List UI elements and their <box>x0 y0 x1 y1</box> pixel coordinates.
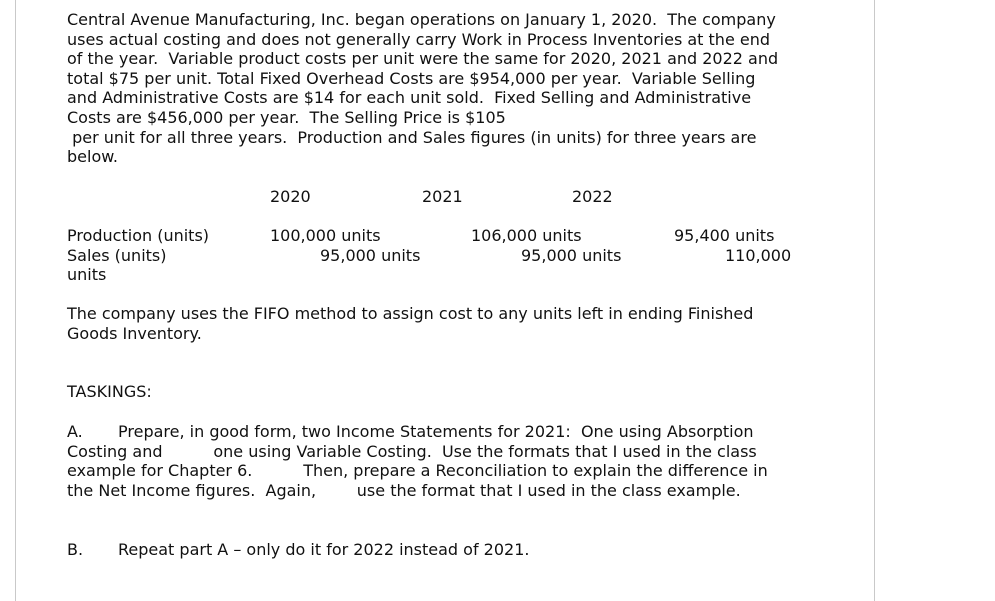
intro-line: Costs are $456,000 per year. The Selling… <box>67 108 506 127</box>
sales-2021: 95,000 units <box>521 245 622 265</box>
year-header-2022: 2022 <box>572 187 613 206</box>
sales-2020: 95,000 units <box>320 245 421 265</box>
intro-line: below. <box>67 147 118 167</box>
right-page-border <box>874 0 875 601</box>
intro-line: total $75 per unit. Total Fixed Overhead… <box>67 68 756 88</box>
intro-line: per unit for all three years. Production… <box>67 127 757 147</box>
sales-label: Sales (units) <box>67 245 167 265</box>
task-b-marker: B. <box>67 540 84 559</box>
sales-2022: 110,000 <box>725 245 792 265</box>
left-page-border <box>15 0 16 601</box>
intro-line: uses actual costing and does not general… <box>67 29 771 49</box>
production-label: Production (units) <box>67 226 210 245</box>
intro-line: Central Avenue Manufacturing, Inc. began… <box>67 10 776 29</box>
taskings-heading: TASKINGS: <box>67 382 152 401</box>
task-a-line: example for Chapter 6. Then, prepare a R… <box>67 461 768 481</box>
task-b-text: Repeat part A – only do it for 2022 inst… <box>118 540 530 559</box>
fifo-line: The company uses the FIFO method to assi… <box>67 304 754 323</box>
task-a-marker: A. <box>67 422 83 441</box>
year-header-2021: 2021 <box>422 187 463 206</box>
units-label: units <box>67 265 107 285</box>
year-header-2020: 2020 <box>270 187 311 206</box>
production-2021: 106,000 units <box>471 226 582 245</box>
production-2022: 95,400 units <box>674 226 775 245</box>
intro-line: of the year. Variable product costs per … <box>67 49 779 69</box>
task-a-line: Costing and one using Variable Costing. … <box>67 441 757 461</box>
intro-line: and Administrative Costs are $14 for eac… <box>67 88 752 108</box>
task-a-line: Prepare, in good form, two Income Statem… <box>118 422 754 441</box>
fifo-line: Goods Inventory. <box>67 323 202 343</box>
task-a-line: the Net Income figures. Again, use the f… <box>67 480 741 500</box>
production-2020: 100,000 units <box>270 226 381 245</box>
